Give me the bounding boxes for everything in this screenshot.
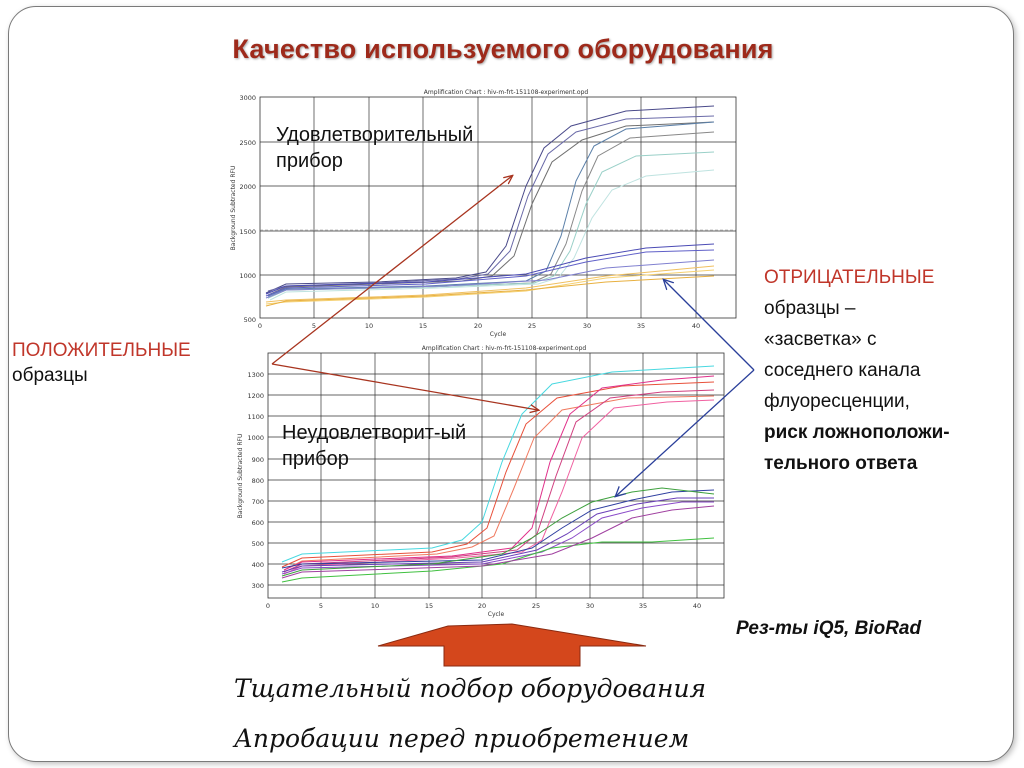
top-x-tick: 0 <box>258 322 262 330</box>
source-note: Рез-ты iQ5, BioRad <box>736 618 922 639</box>
bottom-x-tick: 15 <box>425 602 433 610</box>
top-x-tick: 40 <box>692 322 700 330</box>
top-chart-plot-area <box>259 96 737 319</box>
positive-arrow-to-top-chart <box>271 176 512 365</box>
negative-samples-line7: тельного ответа <box>764 453 918 474</box>
negative-samples-caps: ОТРИЦАТЕЛЬНЫЕ <box>764 267 935 288</box>
negative-samples-line4: соседнего канала <box>764 360 921 381</box>
top-y-tick: 2000 <box>239 183 256 191</box>
bad-device-label-line2: прибор <box>282 448 349 470</box>
bottom-y-tick: 300 <box>252 582 264 590</box>
positive-samples-label: ПОЛОЖИТЕЛЬНЫЕ образцы <box>12 338 191 388</box>
bottom-y-tick: 900 <box>252 456 264 464</box>
up-arrow-shape <box>377 623 647 667</box>
top-x-tick: 10 <box>365 322 373 330</box>
top-y-tick: 2500 <box>239 139 256 147</box>
bottom-amplification-chart: Amplification Chart : hiv-m-frt-151108-e… <box>232 342 734 620</box>
bottom-y-tick: 600 <box>252 519 264 527</box>
bottom-y-tick: 700 <box>252 498 264 506</box>
positive-samples-rest: образцы <box>12 365 88 386</box>
bottom-x-tick: 35 <box>639 602 647 610</box>
negative-samples-line2: образцы – <box>764 298 856 319</box>
bottom-y-tick: 800 <box>252 477 264 485</box>
bottom-x-tick: 0 <box>266 602 270 610</box>
bottom-x-tick: 10 <box>371 602 379 610</box>
slide-title: Качество используемого оборудования <box>232 34 774 64</box>
top-y-tick: 3000 <box>239 94 256 102</box>
good-device-label-line2: прибор <box>276 150 343 172</box>
bottom-chart-plot-area <box>267 352 725 599</box>
positive-samples-caps: ПОЛОЖИТЕЛЬНЫЕ <box>12 340 191 361</box>
bottom-x-tick: 30 <box>586 602 594 610</box>
top-x-tick: 25 <box>528 322 536 330</box>
top-y-tick: 1500 <box>239 228 256 236</box>
bottom-x-axis-label: Cycle <box>488 611 505 618</box>
top-y-tick: 1000 <box>239 272 256 280</box>
top-y-axis-label: Background Subtracted RFU <box>230 166 237 251</box>
top-x-tick: 20 <box>474 322 482 330</box>
bottom-y-tick: 400 <box>252 561 264 569</box>
bad-device-label-line1: Неудовлетворит-ый <box>282 422 467 444</box>
bottom-y-tick: 1200 <box>247 392 264 400</box>
good-device-label-line1: Удовлетворительный <box>276 124 474 146</box>
top-x-tick: 5 <box>312 322 316 330</box>
top-x-tick: 15 <box>419 322 427 330</box>
bottom-chart-title: Amplification Chart : hiv-m-frt-151108-e… <box>422 345 587 352</box>
bottom-y-tick: 1000 <box>247 434 264 442</box>
good-device-label: Удовлетворительный прибор <box>276 122 473 174</box>
negative-arrow-to-top-chart <box>664 280 755 371</box>
top-y-tick: 500 <box>244 316 256 324</box>
bottom-y-tick: 500 <box>252 540 264 548</box>
footer-line-2: Апробации перед приобретением <box>234 724 690 753</box>
bottom-x-tick: 5 <box>319 602 323 610</box>
negative-samples-line3: «засветка» с <box>764 329 877 350</box>
bottom-y-tick: 1300 <box>247 371 264 379</box>
footer-line-1: Тщательный подбор оборудования <box>234 674 707 703</box>
negative-samples-line5: флуоресценции, <box>764 391 910 412</box>
negative-samples-label: ОТРИЦАТЕЛЬНЫЕ образцы – «засветка» с сос… <box>764 262 950 479</box>
top-x-tick: 30 <box>583 322 591 330</box>
bottom-x-tick: 25 <box>532 602 540 610</box>
top-chart-title: Amplification Chart : hiv-m-frt-151108-e… <box>424 89 589 96</box>
negative-samples-line6: риск ложноположи- <box>764 422 950 443</box>
bottom-x-tick: 20 <box>478 602 486 610</box>
positive-arrow-to-bottom-chart <box>271 363 538 410</box>
bottom-y-tick: 1100 <box>247 413 264 421</box>
bad-device-label: Неудовлетворит-ый прибор <box>282 420 466 472</box>
negative-arrow-to-bottom-chart <box>616 369 755 496</box>
top-x-tick: 35 <box>637 322 645 330</box>
bottom-y-axis-label: Background Subtracted RFU <box>237 434 244 519</box>
top-x-axis-label: Cycle <box>490 331 507 338</box>
top-amplification-chart: Amplification Chart : hiv-m-frt-151108-e… <box>226 86 746 338</box>
bottom-x-tick: 40 <box>693 602 701 610</box>
